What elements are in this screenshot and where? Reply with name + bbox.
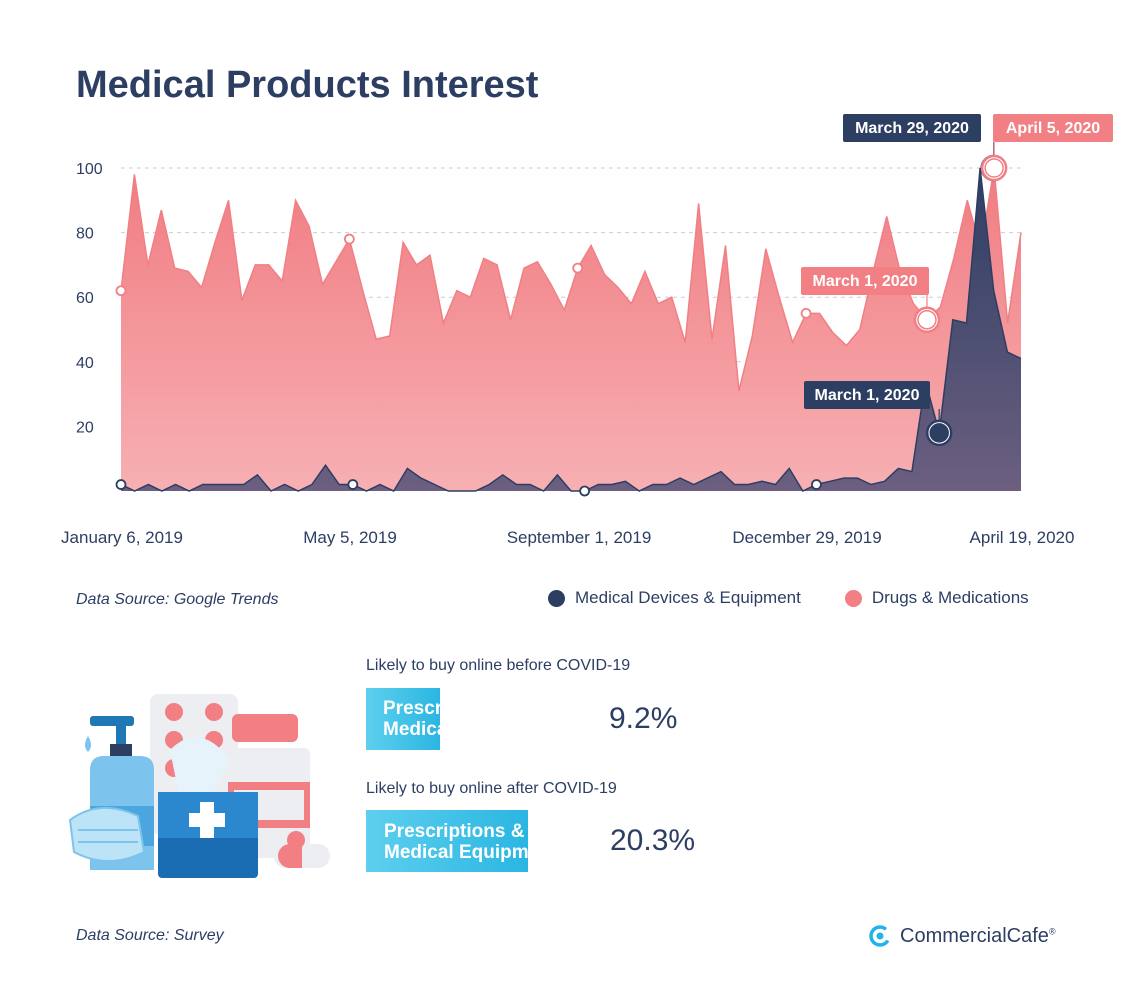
annotation-point — [929, 423, 949, 443]
series-line-medical-devices-equipment — [120, 167, 1022, 492]
x-tick-label: April 19, 2020 — [970, 528, 1075, 547]
series-area-medical-devices-equipment — [121, 168, 1021, 491]
survey-data-source: Data Source: Survey — [76, 927, 224, 944]
legend-item-drugs: Drugs & Medications — [844, 588, 1029, 608]
survey-after-value: 20.3% — [610, 824, 696, 857]
data-point-marker — [572, 262, 584, 274]
survey-after-label: Likely to buy online after COVID-19 — [366, 780, 617, 797]
survey-before-label: Likely to buy online before COVID-19 — [366, 657, 631, 674]
brand-logo[interactable]: CommercialCafe® — [868, 924, 1056, 948]
annotation-box — [804, 381, 930, 409]
survey-before-bar — [366, 688, 440, 750]
survey-after-category: Prescriptions & Medical Equipment — [384, 821, 558, 863]
face-mask-icon — [68, 806, 146, 862]
annotation-point — [984, 158, 1004, 178]
data-point-marker — [811, 479, 822, 490]
capsule-icon — [274, 831, 330, 868]
first-aid-kit-icon — [158, 792, 258, 878]
annotation-label: March 29, 2020 — [855, 120, 969, 137]
annotation-box — [801, 267, 929, 295]
annotation-callout: March 1, 2020 — [801, 267, 941, 334]
x-tick-label: May 5, 2019 — [303, 528, 397, 547]
annotation-label: March 1, 2020 — [815, 387, 920, 404]
y-tick-label: 80 — [76, 226, 94, 243]
annotation-callout: April 5, 2020 — [980, 114, 1113, 182]
annotation-callout: March 1, 2020 — [804, 381, 953, 447]
data-point-marker — [115, 285, 127, 297]
logo-text: CommercialCafe® — [900, 924, 1056, 947]
data-point-marker — [800, 307, 812, 319]
legend: Medical Devices & Equipment Drugs & Medi… — [548, 588, 1029, 608]
survey-before-category: Prescriptions & Medical Equipment — [383, 698, 557, 740]
area-chart: March 29, 2020 April 5, 2020 March 1, 2020… — [61, 114, 1113, 547]
chart-title: Medical Products Interest — [76, 64, 539, 106]
y-tick-label: 100 — [76, 161, 103, 178]
y-tick-label: 20 — [76, 419, 94, 436]
data-point-marker — [579, 485, 591, 497]
annotation-point — [917, 310, 937, 330]
annotation-box — [843, 114, 981, 142]
x-tick-label: September 1, 2019 — [507, 528, 652, 547]
x-tick-label: January 6, 2019 — [61, 528, 183, 547]
annotation-box — [993, 114, 1113, 142]
data-point-marker — [115, 479, 127, 490]
legend-swatch-devices — [548, 589, 565, 607]
annotation-label: March 1, 2020 — [813, 273, 918, 290]
y-tick-label: 40 — [76, 355, 94, 372]
legend-label-drugs: Drugs & Medications — [871, 588, 1029, 607]
series-area-drugs-medications — [121, 168, 1021, 491]
survey-before-value: 9.2% — [609, 702, 678, 735]
chart-data-source: Data Source: Google Trends — [76, 591, 279, 608]
survey-after-bar — [366, 810, 528, 872]
legend-label-devices: Medical Devices & Equipment — [575, 588, 801, 607]
legend-swatch-drugs — [844, 589, 862, 607]
y-tick-label: 60 — [76, 290, 94, 307]
tissue-box-icon — [170, 737, 230, 800]
data-point-marker — [347, 479, 359, 490]
annotation-label: April 5, 2020 — [1006, 120, 1100, 137]
x-tick-label: December 29, 2019 — [732, 528, 881, 547]
commercialcafe-logo-icon — [869, 925, 891, 947]
legend-item-devices: Medical Devices & Equipment — [548, 588, 801, 608]
medical-supplies-illustration — [68, 694, 330, 878]
data-point-marker — [343, 233, 355, 245]
